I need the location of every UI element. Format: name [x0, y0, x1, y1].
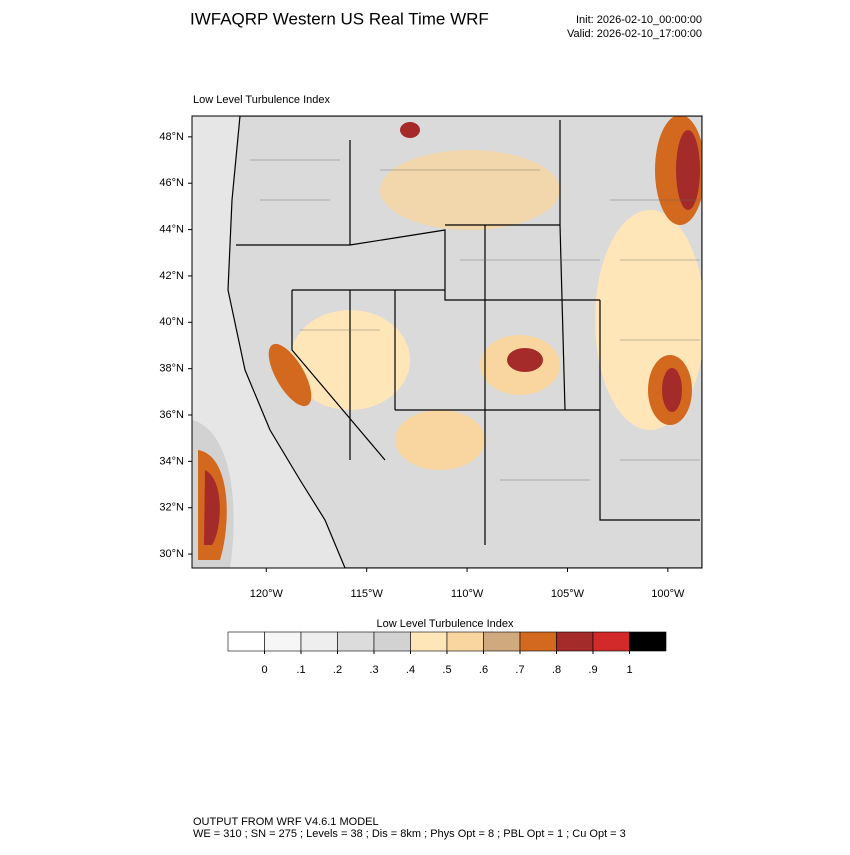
lat-tick-label: 40°N — [159, 316, 184, 328]
lat-tick-label: 44°N — [159, 223, 184, 235]
map-field — [192, 116, 702, 568]
colorbar-box — [446, 631, 484, 652]
valid-time: Valid: 2026-02-10_17:00:00 — [567, 28, 702, 40]
lon-tick-label: 100°W — [651, 588, 685, 600]
lat-tick-label: 32°N — [159, 502, 184, 514]
lat-tick-label: 42°N — [159, 270, 184, 282]
lat-tick-label: 34°N — [159, 455, 184, 467]
lon-tick-label: 110°W — [451, 588, 484, 600]
colorbar-box — [300, 631, 338, 652]
colorbar-box — [337, 631, 375, 652]
lon-tick-label: 120°W — [250, 588, 284, 600]
lat-tick-label: 38°N — [159, 363, 184, 375]
lat-tick-label: 46°N — [159, 177, 184, 189]
colorbar-tick-label: 1 — [626, 664, 632, 676]
colorbar-box — [592, 631, 630, 652]
colorbar-box — [373, 631, 411, 652]
lon-tick-label: 115°W — [351, 588, 384, 600]
colorbar-tick-label: 0 — [261, 664, 267, 676]
footer-line: OUTPUT FROM WRF V4.6.1 MODEL — [193, 816, 379, 828]
colorbar-tick-label: .5 — [442, 664, 451, 676]
colorbar-tick-label: .1 — [296, 664, 305, 676]
title: IWFAQRP Western US Real Time WRF — [190, 9, 489, 28]
colorbar-box — [556, 631, 594, 652]
colorbar-tick-label: .8 — [552, 664, 561, 676]
colorbar-title: Low Level Turbulence Index — [377, 618, 514, 630]
footer-line: WE = 310 ; SN = 275 ; Levels = 38 ; Dis … — [193, 828, 626, 840]
init-time: Init: 2026-02-10_00:00:00 — [576, 14, 702, 26]
colorbar-tick-label: .2 — [333, 664, 342, 676]
lat-tick-label: 36°N — [159, 409, 184, 421]
lat-tick-label: 48°N — [159, 131, 184, 143]
colorbar-box — [483, 631, 521, 652]
colorbar-box — [227, 631, 265, 652]
colorbar-box — [264, 631, 302, 652]
lat-tick-label: 30°N — [159, 548, 184, 560]
lon-tick-label: 105°W — [551, 588, 585, 600]
colorbar-box — [410, 631, 448, 652]
colorbar-tick-label: .3 — [369, 664, 378, 676]
colorbar-box — [629, 631, 667, 652]
colorbar-tick-label: .4 — [406, 664, 415, 676]
colorbar-tick-label: .9 — [588, 664, 597, 676]
colorbar-box — [519, 631, 557, 652]
map-frame — [191, 115, 703, 569]
map-subtitle: Low Level Turbulence Index — [193, 94, 330, 106]
colorbar-tick-label: .7 — [515, 664, 524, 676]
colorbar-tick-label: .6 — [479, 664, 488, 676]
